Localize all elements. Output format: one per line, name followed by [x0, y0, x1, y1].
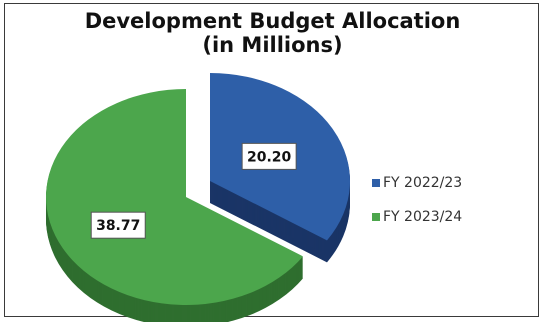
svg-text:38.77: 38.77	[96, 218, 140, 234]
data-label-1: 20.20	[241, 142, 297, 170]
chart-title: Development Budget Allocation	[84, 9, 461, 33]
slice-fy-2023-24	[46, 89, 303, 306]
legend-item: FY 2023/24	[372, 200, 462, 234]
legend-label: FY 2022/23	[383, 175, 463, 191]
chart-subtitle: (in Millions)	[202, 33, 343, 57]
legend-item: FY 2022/23	[372, 166, 462, 200]
legend-label: FY 2023/24	[383, 209, 463, 225]
chart-legend: FY 2022/23 FY 2023/24	[372, 166, 462, 234]
legend-swatch	[372, 179, 380, 187]
svg-text:20.20: 20.20	[247, 149, 292, 165]
legend-swatch	[372, 213, 380, 221]
data-label-2: 38.77	[90, 211, 146, 239]
